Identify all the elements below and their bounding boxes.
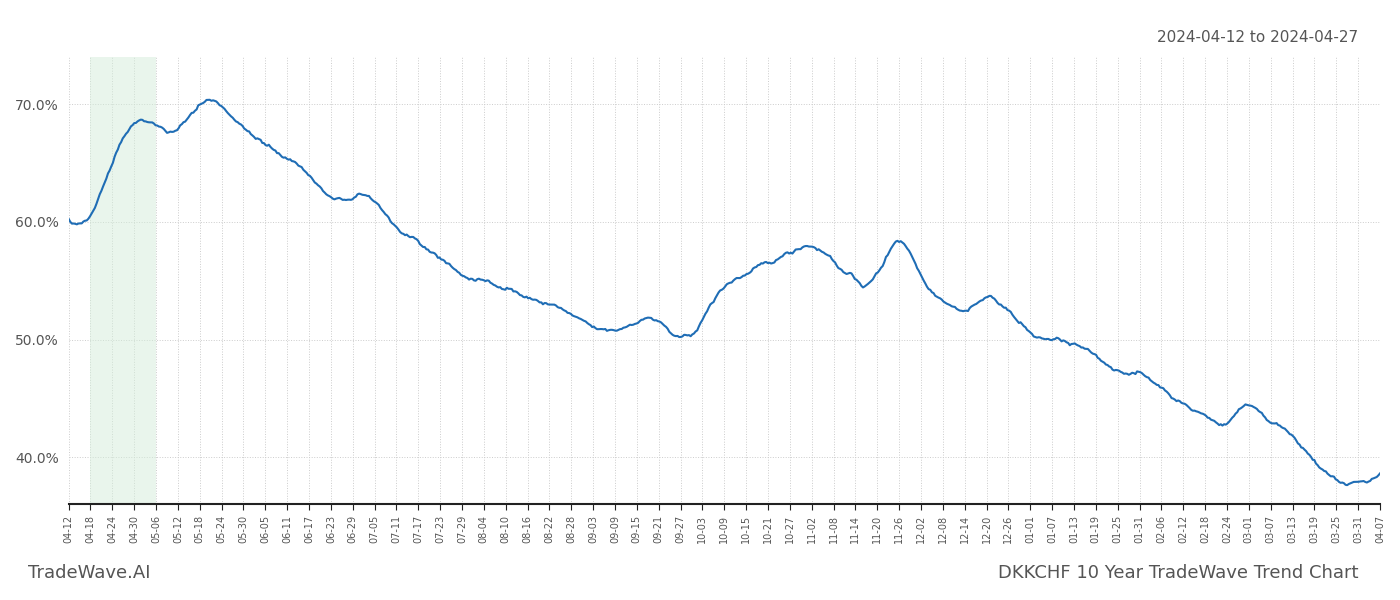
Text: TradeWave.AI: TradeWave.AI (28, 564, 151, 582)
Text: 2024-04-12 to 2024-04-27: 2024-04-12 to 2024-04-27 (1156, 30, 1358, 45)
Bar (91, 57, 155, 505)
Text: DKKCHF 10 Year TradeWave Trend Chart: DKKCHF 10 Year TradeWave Trend Chart (997, 564, 1358, 582)
